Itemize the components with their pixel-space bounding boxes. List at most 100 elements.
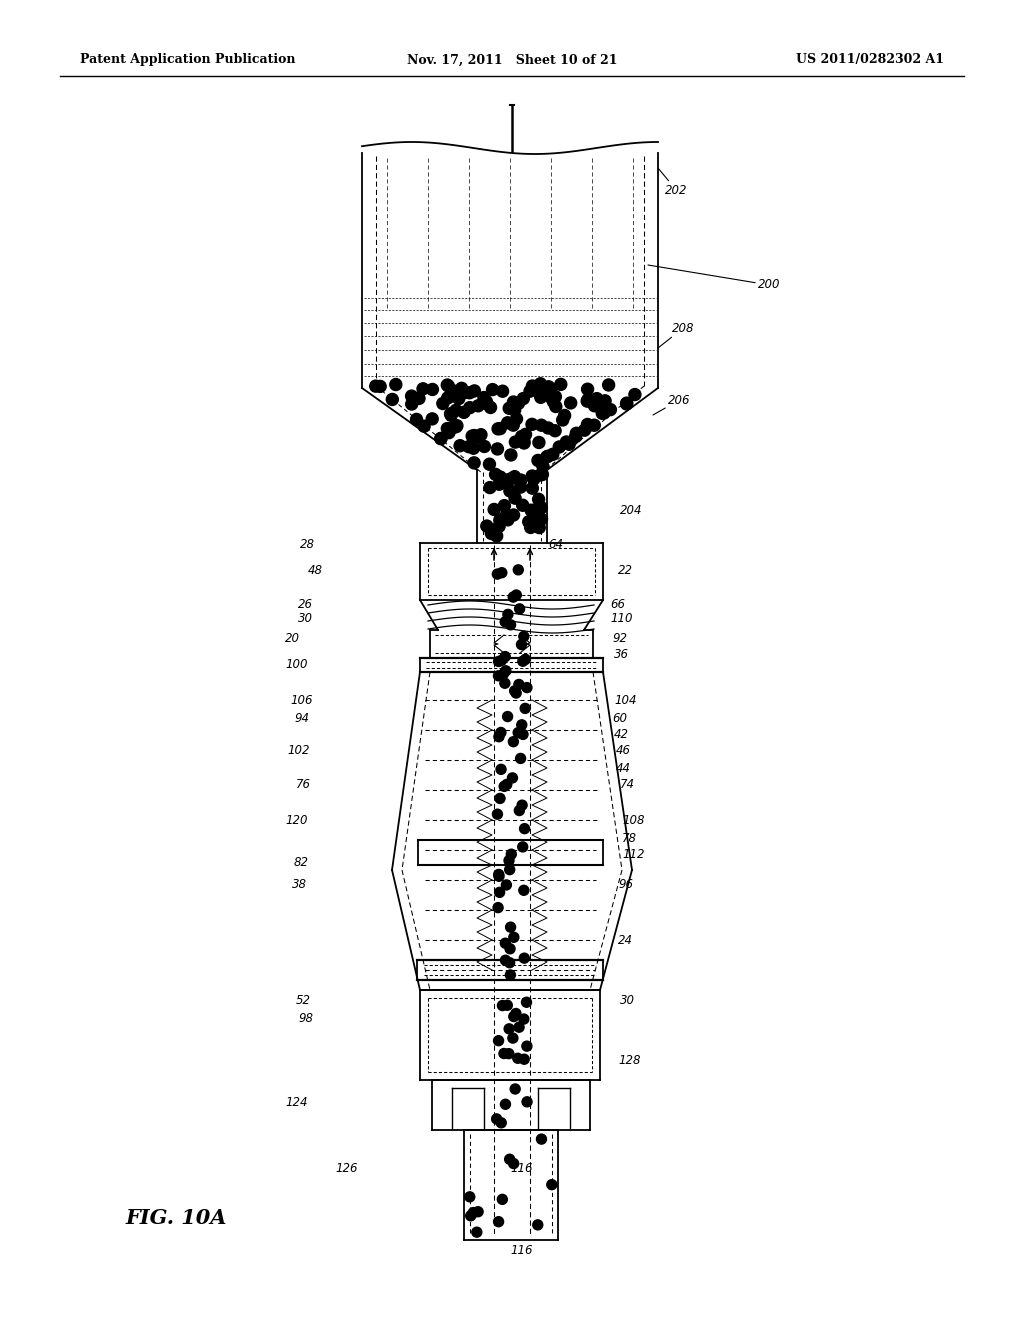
Circle shape <box>546 392 557 404</box>
Circle shape <box>526 380 539 392</box>
Circle shape <box>519 429 531 441</box>
Circle shape <box>505 944 515 954</box>
Circle shape <box>527 473 540 484</box>
Circle shape <box>506 923 516 932</box>
Circle shape <box>542 422 554 434</box>
Circle shape <box>504 1024 514 1034</box>
Circle shape <box>487 527 500 539</box>
Circle shape <box>505 1154 515 1164</box>
Circle shape <box>464 387 475 399</box>
Circle shape <box>508 510 519 521</box>
Circle shape <box>599 395 611 407</box>
Text: FIG. 10A: FIG. 10A <box>125 1208 226 1228</box>
Circle shape <box>500 616 510 627</box>
Circle shape <box>386 393 398 405</box>
Circle shape <box>515 474 527 486</box>
Text: US 2011/0282302 A1: US 2011/0282302 A1 <box>796 54 944 66</box>
Circle shape <box>466 1210 476 1221</box>
Circle shape <box>501 956 510 965</box>
Circle shape <box>513 1053 523 1063</box>
Circle shape <box>547 1180 557 1189</box>
Circle shape <box>497 568 507 578</box>
Circle shape <box>603 379 614 391</box>
Circle shape <box>564 397 577 409</box>
Circle shape <box>451 420 463 432</box>
Circle shape <box>417 383 429 395</box>
Circle shape <box>441 392 454 404</box>
Circle shape <box>532 437 545 449</box>
Circle shape <box>526 482 539 494</box>
Circle shape <box>504 1048 514 1059</box>
Text: 22: 22 <box>618 564 633 577</box>
Circle shape <box>494 731 504 742</box>
Circle shape <box>582 418 594 430</box>
Circle shape <box>463 441 475 453</box>
Circle shape <box>518 730 528 739</box>
Circle shape <box>525 504 538 516</box>
Circle shape <box>495 422 506 434</box>
Text: 202: 202 <box>658 168 687 197</box>
Circle shape <box>504 855 514 866</box>
Circle shape <box>536 513 548 525</box>
Text: 66: 66 <box>610 598 625 611</box>
Circle shape <box>522 1097 532 1106</box>
Circle shape <box>501 1100 510 1109</box>
Text: 100: 100 <box>285 659 307 672</box>
Circle shape <box>456 383 468 395</box>
Circle shape <box>475 429 487 441</box>
Circle shape <box>518 842 527 851</box>
Circle shape <box>445 409 457 421</box>
Circle shape <box>579 424 591 436</box>
Circle shape <box>502 779 512 789</box>
Text: 120: 120 <box>285 813 307 826</box>
Text: 116: 116 <box>510 1162 532 1175</box>
Circle shape <box>468 1208 478 1217</box>
Circle shape <box>502 880 511 890</box>
Circle shape <box>535 378 547 389</box>
Circle shape <box>406 399 418 411</box>
Circle shape <box>604 404 616 416</box>
Circle shape <box>503 711 513 722</box>
Circle shape <box>516 754 525 763</box>
Circle shape <box>563 438 575 450</box>
Circle shape <box>506 970 515 979</box>
Text: 46: 46 <box>616 743 631 756</box>
Circle shape <box>459 387 471 399</box>
Circle shape <box>501 939 510 948</box>
Text: 48: 48 <box>308 564 323 577</box>
Circle shape <box>503 610 513 619</box>
Text: 64: 64 <box>548 539 563 552</box>
Circle shape <box>548 396 559 408</box>
Circle shape <box>511 413 522 425</box>
Circle shape <box>559 409 570 421</box>
Circle shape <box>508 396 519 408</box>
Circle shape <box>452 387 464 399</box>
Circle shape <box>509 471 520 483</box>
Circle shape <box>496 727 506 738</box>
Circle shape <box>411 413 423 425</box>
Circle shape <box>508 774 517 783</box>
Circle shape <box>589 400 600 412</box>
Circle shape <box>458 407 470 418</box>
Circle shape <box>453 392 465 405</box>
Circle shape <box>506 849 516 859</box>
Text: 98: 98 <box>298 1011 313 1024</box>
Circle shape <box>519 1014 528 1024</box>
Circle shape <box>524 521 537 533</box>
Circle shape <box>406 391 418 403</box>
Text: 94: 94 <box>294 711 309 725</box>
Circle shape <box>441 422 454 434</box>
Circle shape <box>518 436 530 447</box>
Circle shape <box>516 430 527 442</box>
Circle shape <box>390 379 401 391</box>
Circle shape <box>514 482 526 494</box>
Circle shape <box>514 680 524 689</box>
Circle shape <box>536 420 548 432</box>
Text: 116: 116 <box>510 1243 532 1257</box>
Circle shape <box>536 502 548 513</box>
Circle shape <box>508 593 518 602</box>
Circle shape <box>519 1055 529 1064</box>
Circle shape <box>468 385 480 397</box>
Circle shape <box>500 652 510 661</box>
Circle shape <box>516 640 526 649</box>
